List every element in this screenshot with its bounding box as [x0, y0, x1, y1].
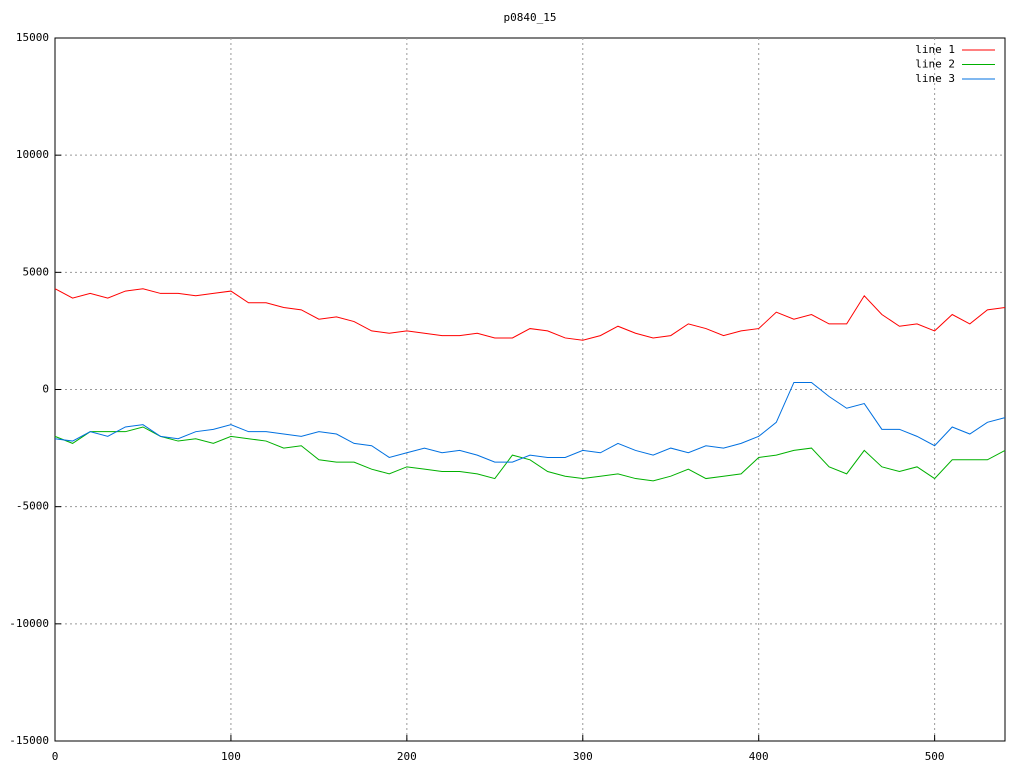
y-tick-label: -15000 — [9, 734, 49, 747]
legend-label: line 2 — [915, 58, 955, 71]
series-line — [54, 426, 1006, 482]
y-tick-label: 15000 — [16, 31, 49, 44]
x-tick-label: 400 — [749, 750, 769, 763]
x-tick-label: 300 — [573, 750, 593, 763]
x-tick-label: 0 — [52, 750, 59, 763]
x-tick-label: 200 — [397, 750, 417, 763]
y-tick-label: 10000 — [16, 148, 49, 161]
series-line — [54, 381, 1006, 463]
y-tick-label: -5000 — [16, 500, 49, 513]
x-tick-label: 100 — [221, 750, 241, 763]
legend-label: line 3 — [915, 72, 955, 85]
y-tick-label: 0 — [42, 383, 49, 396]
y-tick-label: 5000 — [23, 265, 50, 278]
y-tick-label: -10000 — [9, 617, 49, 630]
legend-label: line 1 — [915, 43, 955, 56]
series-line — [54, 288, 1006, 341]
x-tick-label: 500 — [925, 750, 945, 763]
chart-title: p0840_15 — [504, 11, 557, 24]
